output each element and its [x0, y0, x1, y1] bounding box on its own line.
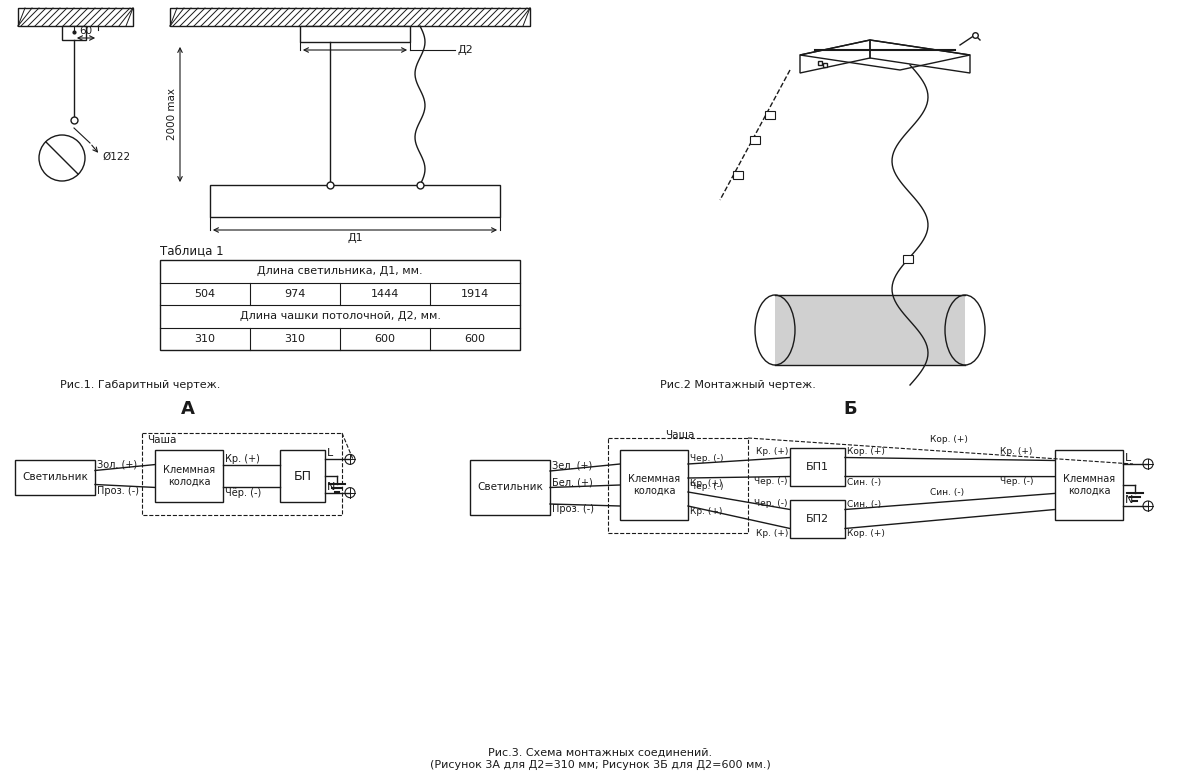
Text: Клеммная
колодка: Клеммная колодка	[1063, 474, 1115, 496]
Text: Кр. (+): Кр. (+)	[690, 507, 722, 516]
Text: Син. (-): Син. (-)	[847, 477, 881, 487]
Bar	[1055, 450, 1123, 520]
Text: Кр. (+): Кр. (+)	[756, 529, 788, 539]
Text: Проз. (-): Проз. (-)	[552, 504, 594, 514]
Text: БП1: БП1	[806, 462, 829, 472]
Text: Таблица 1: Таблица 1	[160, 244, 223, 257]
Text: Кор. (+): Кор. (+)	[930, 435, 968, 444]
Text: (Рисунок 3А для Д2=310 мм; Рисунок 3Б для Д2=600 мм.): (Рисунок 3А для Д2=310 мм; Рисунок 3Б дл…	[430, 760, 770, 770]
Text: Рис.2 Монтажный чертеж.: Рис.2 Монтажный чертеж.	[660, 380, 816, 390]
Text: Кр. (+): Кр. (+)	[226, 453, 260, 463]
Text: Рис.1. Габаритный чертеж.: Рис.1. Габаритный чертеж.	[60, 380, 221, 390]
Text: Длина светильника, Д1, мм.: Длина светильника, Д1, мм.	[257, 266, 422, 276]
Text: Кр. (+): Кр. (+)	[756, 448, 788, 456]
Text: N: N	[1126, 495, 1133, 505]
Bar	[904, 255, 913, 263]
Text: L: L	[1126, 453, 1132, 463]
Text: N: N	[326, 482, 335, 492]
Text: Кр. (+): Кр. (+)	[1000, 448, 1032, 456]
Text: 310: 310	[194, 334, 216, 344]
Text: Син. (-): Син. (-)	[930, 488, 964, 497]
Bar	[300, 26, 410, 42]
Text: Б: Б	[844, 400, 857, 418]
Text: Син. (-): Син. (-)	[847, 500, 881, 508]
Text: 2000 max: 2000 max	[167, 88, 178, 140]
Bar	[210, 185, 500, 217]
Text: БП: БП	[294, 469, 312, 483]
Text: Кор. (+): Кор. (+)	[847, 529, 884, 539]
Bar	[775, 295, 965, 365]
Text: Чёр. (-): Чёр. (-)	[226, 488, 262, 498]
Text: Чер. (-): Чер. (-)	[690, 454, 724, 463]
Text: 600: 600	[374, 334, 396, 344]
Bar	[608, 438, 748, 533]
Text: Ø122: Ø122	[102, 152, 130, 162]
Text: Д2: Д2	[458, 45, 474, 55]
Text: Длина чашки потолочной, Д2, мм.: Длина чашки потолочной, Д2, мм.	[240, 311, 440, 321]
Text: Проз. (-): Проз. (-)	[97, 486, 139, 496]
Text: Чаша: Чаша	[665, 430, 695, 440]
Text: Светильник: Светильник	[22, 473, 88, 483]
Bar	[790, 448, 845, 486]
Text: Клеммная
колодка: Клеммная колодка	[163, 465, 215, 487]
Text: Д1: Д1	[347, 233, 362, 243]
Bar	[142, 433, 342, 515]
Bar	[733, 171, 743, 179]
Text: Рис.3. Схема монтажных соединений.: Рис.3. Схема монтажных соединений.	[488, 748, 712, 758]
Bar	[160, 260, 520, 350]
Text: Бел. (+): Бел. (+)	[552, 477, 593, 487]
Text: Зел. (+): Зел. (+)	[552, 461, 593, 471]
Text: Чер. (-): Чер. (-)	[1000, 477, 1033, 487]
Text: Светильник: Светильник	[478, 483, 542, 493]
Text: L: L	[326, 449, 334, 459]
Bar	[18, 8, 133, 26]
Text: А: А	[181, 400, 194, 418]
Bar	[470, 460, 550, 515]
Text: 1444: 1444	[371, 289, 400, 299]
Text: 1914: 1914	[461, 289, 490, 299]
Bar	[790, 500, 845, 538]
Text: 600: 600	[464, 334, 486, 344]
Text: 504: 504	[194, 289, 216, 299]
Bar	[750, 136, 760, 144]
Bar	[155, 450, 223, 502]
Text: 974: 974	[284, 289, 306, 299]
Text: Чер. (-): Чер. (-)	[755, 477, 788, 487]
Bar	[280, 450, 325, 502]
Bar	[170, 8, 530, 26]
Text: БП2: БП2	[806, 514, 829, 524]
Bar	[62, 26, 86, 40]
Text: 310: 310	[284, 334, 306, 344]
Text: 60: 60	[79, 26, 92, 36]
Bar	[766, 111, 775, 119]
Text: Чер. (-): Чер. (-)	[755, 500, 788, 508]
Text: Чаша: Чаша	[148, 435, 176, 445]
Text: Зол. (+): Зол. (+)	[97, 459, 137, 469]
Bar	[14, 460, 95, 495]
Text: Кор. (+): Кор. (+)	[847, 448, 884, 456]
Text: Чер. (-): Чер. (-)	[690, 482, 724, 491]
Text: Клеммная
колодка: Клеммная колодка	[628, 474, 680, 496]
Bar	[620, 450, 688, 520]
Text: Кр. (+): Кр. (+)	[690, 479, 722, 488]
